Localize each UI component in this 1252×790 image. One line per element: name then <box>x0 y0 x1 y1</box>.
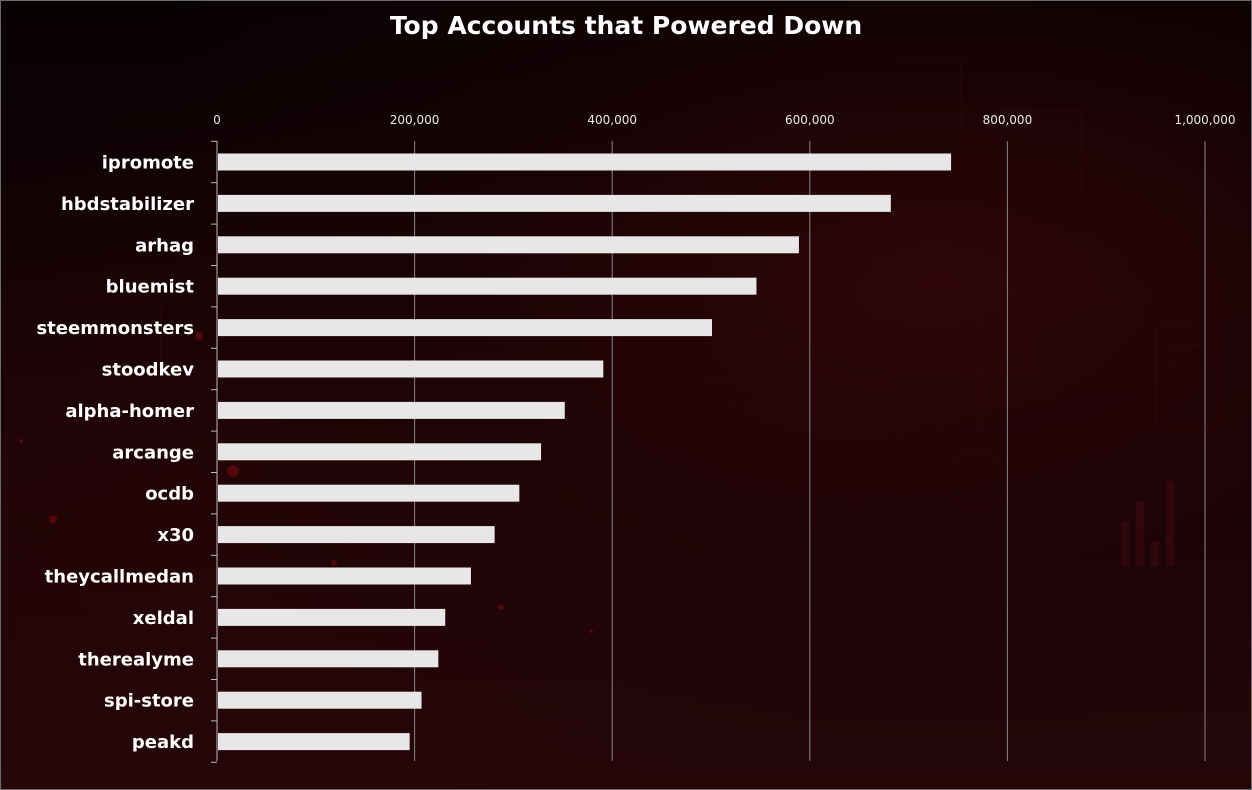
x-tick-label: 0 <box>213 113 221 127</box>
x-tick-label: 200,000 <box>390 113 440 127</box>
bar-ocdb <box>218 484 520 502</box>
bar-arhag <box>218 236 799 254</box>
category-axis <box>211 140 218 763</box>
category-label: steemmonsters <box>36 318 194 339</box>
category-label: therealyme <box>78 649 194 670</box>
bar-stoodkev <box>218 360 604 378</box>
category-label: ipromote <box>102 153 194 174</box>
x-axis-tick-labels: 0 200,000 400,000 600,000 800,000 1,000,000 <box>213 113 1235 127</box>
bar-xeldal <box>218 608 446 626</box>
bar-bluemist <box>218 277 757 295</box>
bar-hbdstabilizer <box>218 194 891 212</box>
bar-steemmonsters <box>218 319 712 337</box>
bar-x30 <box>218 526 495 544</box>
chart-title: Top Accounts that Powered Down <box>389 11 863 40</box>
category-label: arcange <box>112 442 194 463</box>
category-label: hbdstabilizer <box>61 194 194 215</box>
category-label: spi-store <box>104 691 194 712</box>
bars <box>218 153 952 751</box>
category-label: stoodkev <box>102 360 195 381</box>
category-label: bluemist <box>106 277 195 298</box>
bar-theycallmedan <box>218 567 471 585</box>
category-label: ocdb <box>145 484 194 505</box>
bar-arcange <box>218 443 542 461</box>
bar-alpha-homer <box>218 401 565 419</box>
bar-ipromote <box>218 153 952 171</box>
bar-spi-store <box>218 691 422 709</box>
category-labels: ipromote hbdstabilizer arhag bluemist steemm… <box>36 153 194 754</box>
x-tick-label: 400,000 <box>587 113 637 127</box>
category-label: alpha-homer <box>65 401 194 422</box>
category-label: peakd <box>132 732 194 753</box>
x-tick-label: 800,000 <box>983 113 1033 127</box>
category-label: xeldal <box>133 608 194 629</box>
category-label: arhag <box>135 235 194 256</box>
bar-therealyme <box>218 650 439 668</box>
category-label: theycallmedan <box>45 567 194 588</box>
x-tick-label: 600,000 <box>785 113 835 127</box>
category-label: x30 <box>157 525 194 546</box>
bar-peakd <box>218 733 410 751</box>
x-tick-label: 1,000,000 <box>1174 113 1235 127</box>
